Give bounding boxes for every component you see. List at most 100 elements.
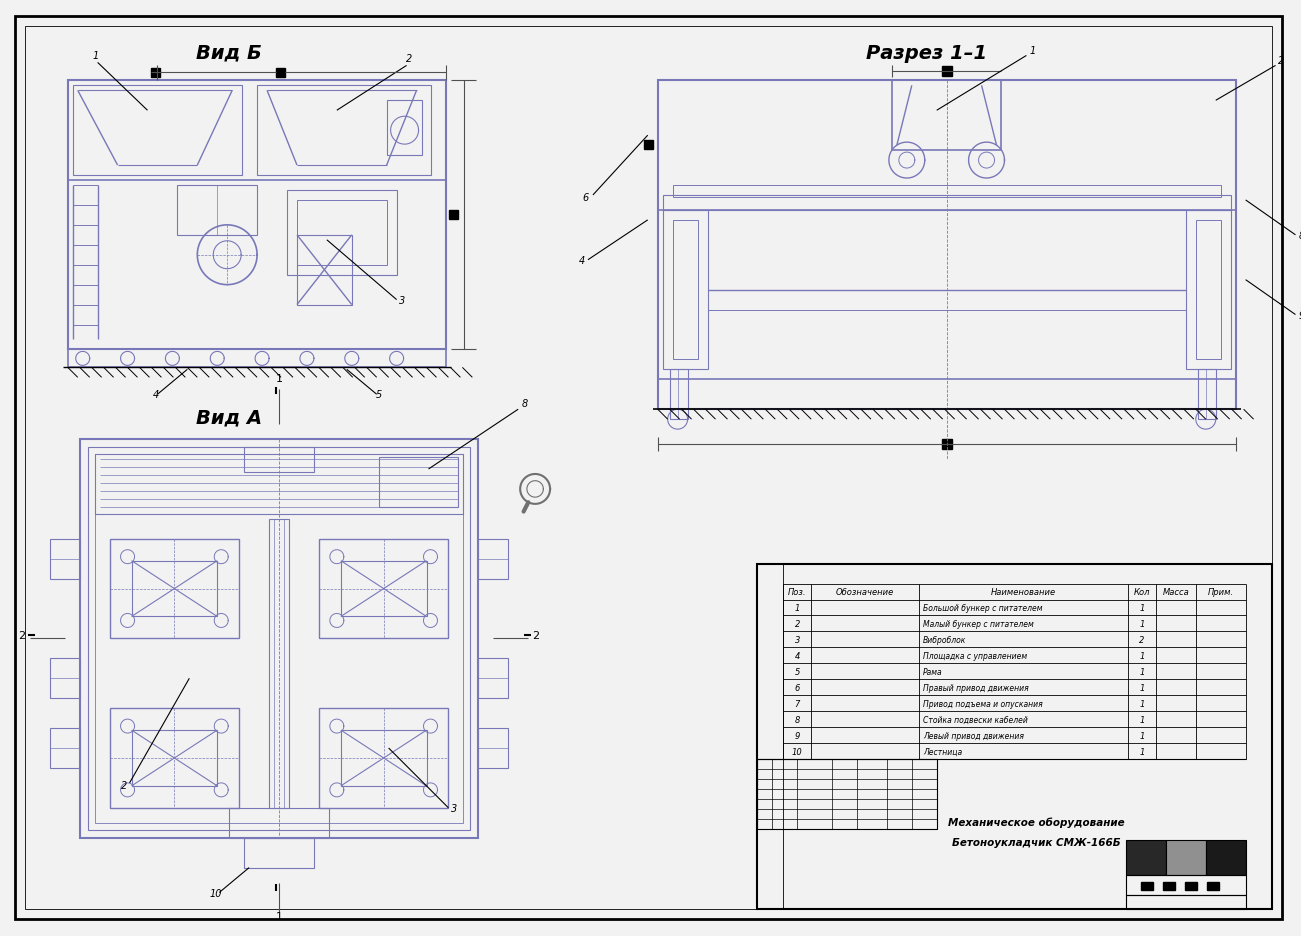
- Text: 1: 1: [1140, 604, 1145, 612]
- Bar: [1198, 370, 1215, 419]
- Bar: [79, 440, 479, 838]
- Bar: [341, 730, 427, 786]
- Bar: [319, 539, 449, 638]
- Bar: [662, 211, 708, 370]
- Bar: [892, 81, 1002, 151]
- Text: 5: 5: [795, 667, 800, 676]
- Bar: [1127, 874, 1245, 895]
- Text: Бетоноукладчик СМЖ-166Б: Бетоноукладчик СМЖ-166Б: [952, 837, 1120, 847]
- Text: Разрез 1–1: Разрез 1–1: [866, 44, 987, 63]
- Bar: [757, 759, 937, 829]
- Text: 2: 2: [532, 631, 540, 641]
- Text: 6: 6: [583, 193, 589, 203]
- Bar: [1185, 882, 1197, 889]
- Text: Обозначение: Обозначение: [835, 588, 894, 596]
- Bar: [49, 539, 79, 579]
- Text: 2: 2: [1278, 56, 1284, 66]
- Text: 4: 4: [795, 651, 800, 660]
- Text: 5: 5: [376, 389, 381, 400]
- Bar: [131, 561, 217, 617]
- Bar: [95, 455, 463, 823]
- Text: 1: 1: [92, 51, 99, 62]
- Text: Рама: Рама: [922, 667, 942, 676]
- Text: 2: 2: [795, 620, 800, 628]
- Text: Виброблок: Виброблок: [922, 636, 967, 644]
- Bar: [386, 101, 422, 156]
- Bar: [177, 185, 258, 236]
- Bar: [269, 519, 289, 808]
- Bar: [87, 447, 471, 830]
- Text: Кол: Кол: [1133, 588, 1150, 596]
- Bar: [479, 539, 509, 579]
- Text: Правый привод движения: Правый привод движения: [922, 683, 1029, 692]
- Text: 1: 1: [1029, 47, 1036, 56]
- Bar: [662, 196, 1231, 211]
- Bar: [245, 838, 314, 868]
- Bar: [49, 728, 79, 768]
- Text: Механическое оборудование: Механическое оборудование: [948, 816, 1124, 827]
- Text: 1: 1: [1140, 620, 1145, 628]
- Bar: [673, 221, 697, 360]
- Text: 9: 9: [795, 731, 800, 739]
- Bar: [288, 191, 397, 275]
- Text: 7: 7: [795, 699, 800, 708]
- Text: Масса: Масса: [1163, 588, 1189, 596]
- Bar: [658, 380, 1236, 410]
- Bar: [297, 200, 386, 266]
- Text: Поз.: Поз.: [788, 588, 807, 596]
- Text: 3: 3: [795, 636, 800, 644]
- Text: 1: 1: [276, 373, 282, 384]
- Bar: [1166, 840, 1206, 874]
- Text: Малый бункер с питателем: Малый бункер с питателем: [922, 620, 1033, 628]
- Bar: [942, 440, 951, 449]
- Text: 2: 2: [406, 54, 412, 65]
- Text: 2: 2: [121, 780, 127, 790]
- Text: Площадка с управлением: Площадка с управлением: [922, 651, 1026, 660]
- Bar: [1141, 882, 1153, 889]
- Text: 1: 1: [795, 604, 800, 612]
- Text: 1: 1: [276, 912, 282, 921]
- Bar: [757, 564, 1271, 910]
- Bar: [109, 709, 239, 808]
- Text: 10: 10: [792, 747, 803, 755]
- Bar: [1127, 895, 1245, 910]
- Text: 9: 9: [1298, 310, 1301, 320]
- Bar: [379, 458, 458, 507]
- Text: Наименование: Наименование: [991, 588, 1056, 596]
- Text: Прим.: Прим.: [1207, 588, 1233, 596]
- Text: 8: 8: [1298, 230, 1301, 241]
- Bar: [449, 211, 458, 220]
- Bar: [297, 236, 351, 305]
- Bar: [68, 81, 446, 350]
- Bar: [942, 67, 951, 78]
- Bar: [319, 709, 449, 808]
- Text: 1: 1: [1140, 699, 1145, 708]
- Bar: [1185, 211, 1231, 370]
- Bar: [479, 728, 509, 768]
- Bar: [1206, 840, 1245, 874]
- Bar: [341, 561, 427, 617]
- Bar: [109, 539, 239, 638]
- Bar: [1196, 221, 1220, 360]
- Text: 1: 1: [1140, 731, 1145, 739]
- Text: Лестница: Лестница: [922, 747, 961, 755]
- Text: Большой бункер с питателем: Большой бункер с питателем: [922, 604, 1042, 612]
- Bar: [258, 86, 432, 176]
- Text: 1: 1: [1140, 667, 1145, 676]
- Text: 3: 3: [398, 295, 405, 305]
- Text: 2: 2: [1140, 636, 1145, 644]
- Bar: [229, 808, 329, 838]
- Bar: [479, 659, 509, 698]
- Text: 10: 10: [209, 887, 222, 898]
- Text: 8: 8: [522, 399, 527, 409]
- Bar: [68, 350, 446, 368]
- Text: Стойка подвески кабелей: Стойка подвески кабелей: [922, 715, 1028, 724]
- Bar: [644, 141, 653, 150]
- Text: 1: 1: [1140, 683, 1145, 692]
- Bar: [151, 69, 160, 79]
- Text: 2: 2: [18, 631, 26, 641]
- Bar: [73, 86, 242, 176]
- Bar: [1207, 882, 1219, 889]
- Text: 6: 6: [795, 683, 800, 692]
- Text: Вид Б: Вид Б: [196, 44, 262, 63]
